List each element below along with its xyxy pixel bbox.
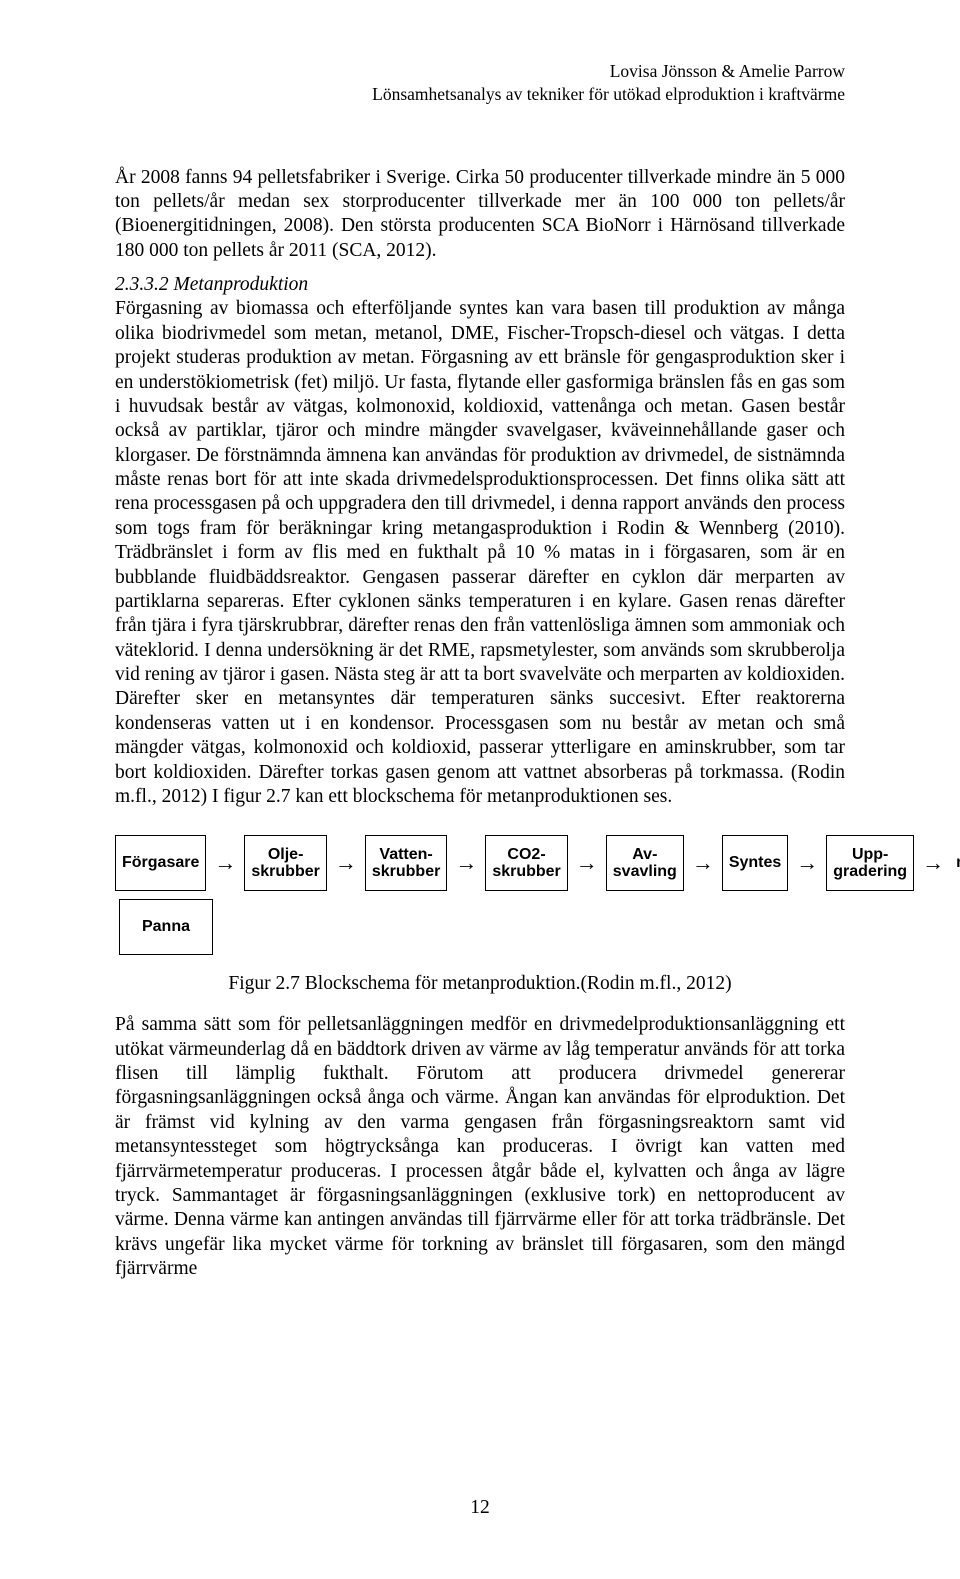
flow-node-co2skrubber: CO2-skrubber [485, 835, 567, 891]
flow-arrow-icon: → [692, 850, 714, 876]
page-number: 12 [0, 1497, 960, 1519]
flow-arrow-icon: → [455, 850, 477, 876]
flow-node-oljeskrubber: Olje-skrubber [244, 835, 326, 891]
paragraph-2: 2.3.3.2 Metanproduktion Förgasning av bi… [115, 273, 845, 809]
flow-arrow-icon: → [335, 850, 357, 876]
flow-row-1: Förgasare → Olje-skrubber → Vatten-skrub… [115, 835, 845, 891]
flow-node-vattenskrubber: Vatten-skrubber [365, 835, 447, 891]
flow-node-panna: Panna [119, 899, 213, 955]
paragraph-2-body: Förgasning av biomassa och efterföljande… [115, 298, 845, 807]
flow-node-uppgradering: Upp-gradering [826, 835, 914, 891]
flow-row-2: Panna [119, 899, 845, 955]
header-title: Lönsamhetsanalys av tekniker för utökad … [115, 83, 845, 106]
figure-flowchart: Förgasare → Olje-skrubber → Vatten-skrub… [115, 835, 845, 955]
flow-arrow-icon: → [922, 850, 944, 876]
flow-arrow-icon: → [214, 850, 236, 876]
flow-node-syntes: Syntes [722, 835, 788, 891]
flow-node-avsvavling: Av-svavling [606, 835, 684, 891]
flow-node-forgasare: Förgasare [115, 835, 206, 891]
paragraph-1: År 2008 fanns 94 pelletsfabriker i Sveri… [115, 166, 845, 264]
header-authors: Lovisa Jönsson & Amelie Parrow [115, 60, 845, 83]
flow-arrow-icon: → [576, 850, 598, 876]
figure-caption: Figur 2.7 Blockschema för metanproduktio… [115, 973, 845, 995]
flow-output-label: metan [952, 854, 960, 872]
paragraph-3: På samma sätt som för pelletsanläggninge… [115, 1013, 845, 1281]
section-heading: 2.3.3.2 Metanproduktion [115, 274, 308, 295]
page-header: Lovisa Jönsson & Amelie Parrow Lönsamhet… [115, 60, 845, 106]
flow-arrow-icon: → [796, 850, 818, 876]
